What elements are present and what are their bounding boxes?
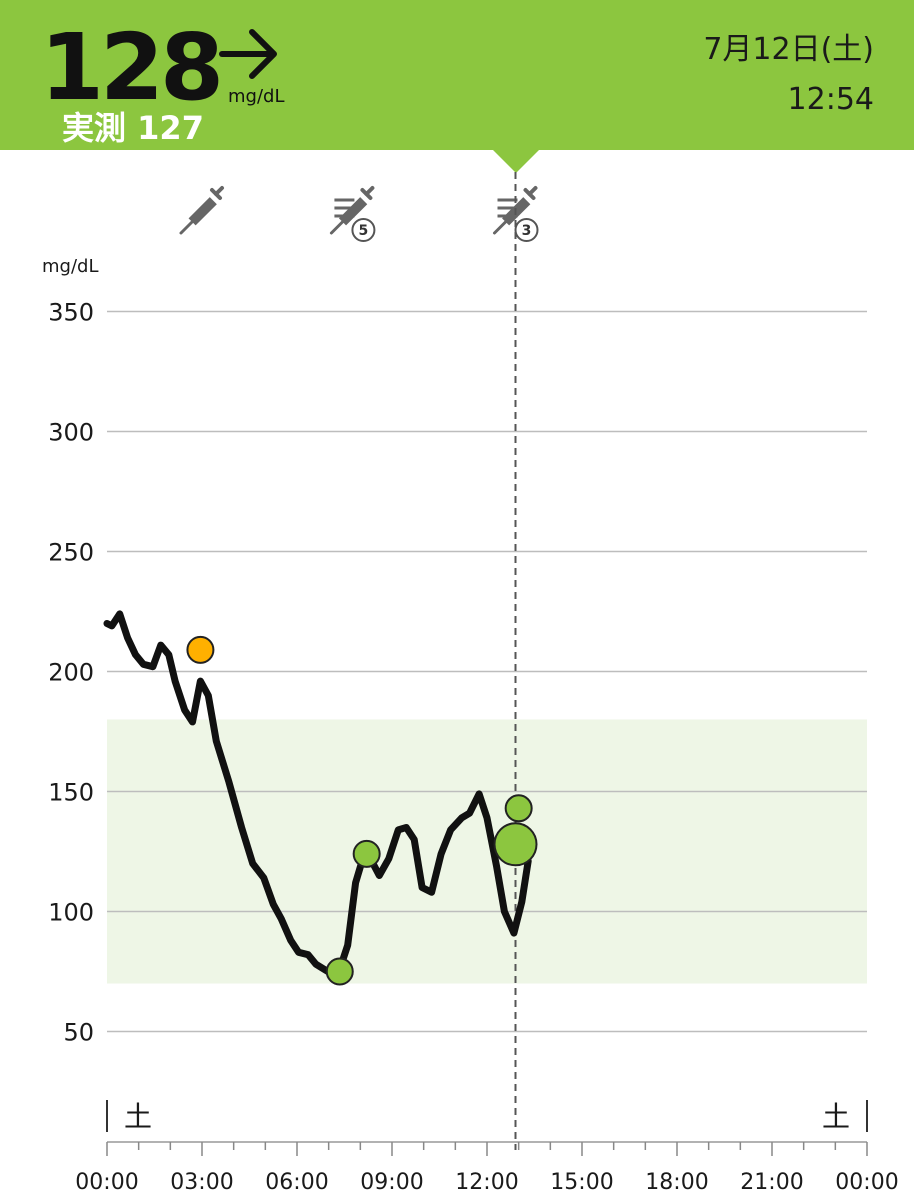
barrel (188, 197, 217, 226)
y-tick-label: 100 (48, 899, 94, 927)
plunger-head (523, 188, 536, 200)
measured-number: 127 (137, 109, 204, 147)
glucose-chart[interactable]: 50 100 150 200 250 300 350 mg/dL 00:00 03:00 06:… (0, 150, 914, 1200)
dose-badge: 3 (522, 223, 532, 239)
measured-value: 実測 127 (62, 108, 204, 148)
x-tick-label: 06:00 (265, 1170, 328, 1195)
y-tick-label: 300 (48, 419, 94, 447)
glucose-unit: mg/dL (228, 86, 285, 107)
needle (493, 220, 507, 235)
header-date: 7月12日(土) (703, 32, 874, 67)
syringe-icon[interactable] (179, 186, 224, 235)
x-tick-label: 21:00 (740, 1170, 803, 1195)
header-pointer (492, 149, 540, 173)
reading-marker[interactable] (504, 794, 533, 823)
y-tick-label: 50 (63, 1019, 94, 1047)
reading-marker[interactable] (352, 839, 381, 868)
x-tick-label: 00:00 (75, 1170, 138, 1195)
x-tick-label: 12:00 (455, 1170, 518, 1195)
current-glucose-value: 128 (40, 14, 224, 121)
pen-syringe-icon[interactable]: 3 (493, 186, 539, 242)
x-tick-label: 00:00 (835, 1170, 898, 1195)
badge-circle (351, 218, 376, 242)
y-tick-label: 350 (48, 299, 94, 327)
plunger-head (210, 188, 222, 200)
reading-markers[interactable] (186, 635, 538, 986)
target-range-band (107, 719, 867, 984)
needle (329, 220, 344, 235)
x-tick-label: 15:00 (550, 1170, 613, 1195)
y-tick-label: 150 (48, 779, 94, 807)
x-tick-label: 03:00 (170, 1170, 233, 1195)
y-tick-label: 250 (48, 539, 94, 567)
x-tick-label: 09:00 (360, 1170, 423, 1195)
day-label-end: 土 (822, 1100, 850, 1133)
x-tick-label: 18:00 (645, 1170, 708, 1195)
gridlines (107, 310, 867, 1033)
plunger-head (360, 188, 373, 200)
y-axis-label: mg/dL (42, 256, 98, 277)
header-time: 12:54 (787, 82, 874, 117)
dose-badge: 5 (359, 223, 369, 239)
y-axis-ticks: 50 100 150 200 250 300 350 (48, 299, 94, 1047)
badge-circle (514, 218, 539, 242)
needle (179, 220, 194, 235)
barrel (338, 197, 368, 226)
arrow-right-icon (218, 26, 280, 86)
x-axis: 00:00 03:00 06:00 09:00 12:00 15:00 18:00 21:00… (75, 1100, 899, 1195)
glucose-header (0, 0, 914, 150)
reading-marker[interactable] (325, 957, 354, 986)
y-tick-label: 200 (48, 659, 94, 687)
day-label-start: 土 (124, 1100, 152, 1133)
reading-marker[interactable] (186, 635, 215, 664)
pen-syringe-icon[interactable]: 5 (329, 186, 376, 242)
measured-label: 実測 (62, 109, 127, 147)
glucose-line (103, 610, 532, 978)
reading-marker[interactable] (493, 822, 538, 867)
